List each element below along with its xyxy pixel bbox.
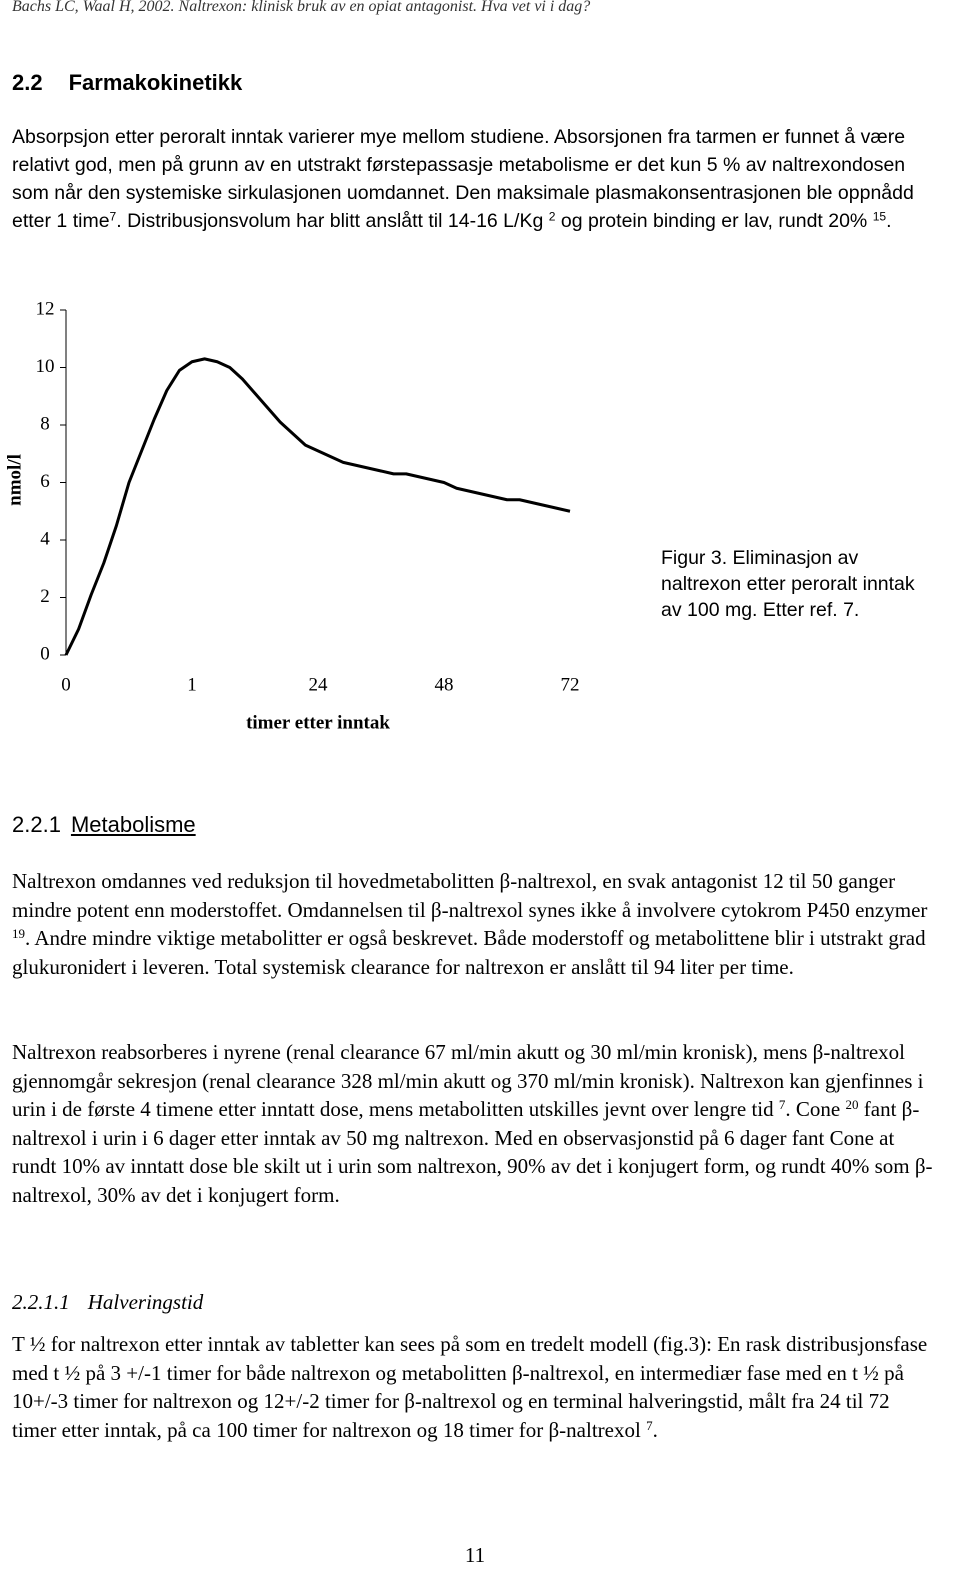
y-tick-label: 8 [40, 413, 50, 434]
data-line [64, 357, 571, 656]
reference: 7 [778, 1097, 786, 1113]
x-tick-label: 72 [561, 674, 580, 695]
text-run: . Distribusjonsvolum har blitt anslått t… [116, 210, 549, 232]
figure-caption: Figur 3. Eliminasjon av naltrexon etter p… [661, 545, 915, 623]
text-run: . [886, 210, 892, 232]
reference: 2 [548, 209, 556, 224]
text-run: Naltrexon reabsorberes i nyrene (renal c… [12, 1040, 924, 1122]
text-run: og protein binding er lav, rundt 20% [555, 210, 873, 232]
x-tick-label: 48 [435, 674, 454, 695]
paragraph: Naltrexon omdannes ved reduksjon til hov… [12, 867, 937, 981]
y-tick-label: 12 [36, 298, 55, 319]
paragraph: T ½ for naltrexon etter inntak av tablet… [12, 1330, 937, 1444]
text-run: . Andre mindre viktige metabolitter er o… [12, 926, 926, 979]
y-tick-label: 0 [40, 643, 50, 664]
text-run: Absorpsjon etter peroralt inntak variere… [12, 126, 914, 232]
subsubsection-title: Halveringstid [87, 1290, 204, 1314]
x-tick-label: 1 [187, 674, 197, 695]
paragraph: Absorpsjon etter peroralt inntak variere… [12, 123, 937, 235]
y-tick-label: 10 [36, 356, 55, 377]
y-tick-label: 2 [40, 586, 50, 607]
reference: 15 [872, 209, 887, 224]
running-header: Bachs LC, Waal H, 2002. Naltrexon: klini… [12, 0, 591, 15]
caption-line: naltrexon etter peroralt inntak [661, 573, 915, 595]
page-number: 11 [464, 1543, 486, 1567]
text-run: . Cone [785, 1097, 846, 1122]
text-run: Naltrexon omdannes ved reduksjon til hov… [12, 869, 928, 922]
paragraph: Naltrexon reabsorberes i nyrene (renal c… [12, 1038, 937, 1210]
y-tick-label: 6 [40, 471, 50, 492]
section-heading: 2.2 Farmakokinetikk [12, 70, 242, 96]
reference: 7 [646, 1417, 653, 1433]
y-axis-title: nmol/l [4, 454, 25, 506]
caption-line: av 100 mg. Etter ref. 7. [661, 599, 860, 621]
subsection-title: Metabolisme [70, 812, 196, 837]
subsection-heading: 2.2.1 Metabolisme [12, 812, 196, 838]
x-tick-label: 24 [309, 674, 329, 695]
x-tick-label: 0 [61, 674, 71, 695]
text-run: T ½ for naltrexon etter inntak av tablet… [12, 1332, 928, 1442]
reference: 19 [12, 926, 26, 942]
y-tick-label: 4 [40, 528, 50, 549]
text-run: fant β-naltrexol i urin i 6 dager etter … [12, 1097, 933, 1207]
reference: 20 [845, 1097, 859, 1113]
x-axis-title: timer etter inntak [246, 712, 390, 733]
section-number: 2.2 [12, 70, 43, 95]
reference: 7 [109, 209, 117, 224]
caption-line: Figur 3. Eliminasjon av [661, 547, 859, 569]
section-title: Farmakokinetikk [68, 70, 243, 95]
subsubsection-heading: 2.2.1.1 Halveringstid [12, 1290, 203, 1315]
subsection-number: 2.2.1 [12, 812, 61, 837]
subsubsection-number: 2.2.1.1 [12, 1290, 70, 1314]
text-run: . [652, 1417, 658, 1442]
